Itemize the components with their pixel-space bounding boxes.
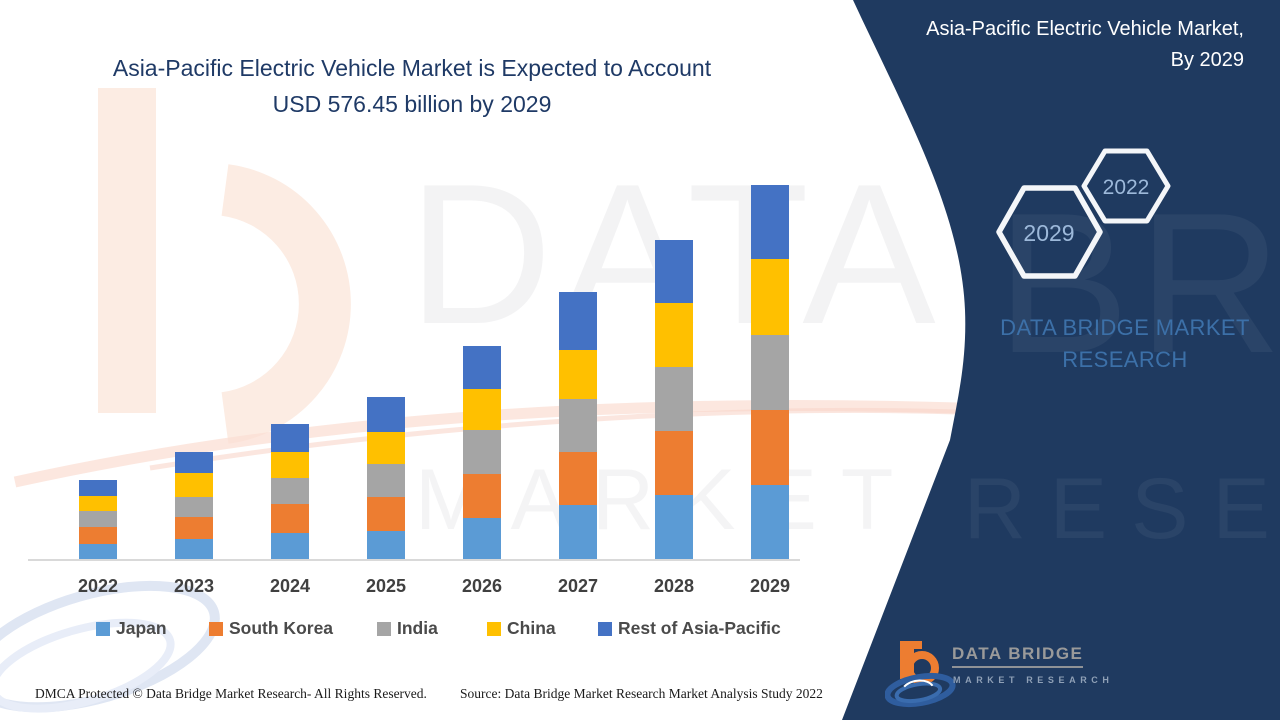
bar-segment-2026-india [463,430,501,474]
hexagon-badges [996,148,1171,279]
bar-segment-2026-rest-of-asia-pacific [463,346,501,390]
watermark-b-bowl [220,164,351,444]
side-panel-title: Asia-Pacific Electric Vehicle Market, By… [926,18,1244,71]
bar-segment-2025-india [367,463,405,497]
bar-segment-2028-india [655,366,693,431]
bar-segment-2027-japan [559,505,597,560]
page-title: Asia-Pacific Electric Vehicle Market is … [62,50,762,122]
legend-item-south-korea: South Korea [209,618,333,639]
watermark-swoosh [13,400,959,488]
legend-item-rest-of-asia-pacific: Rest of Asia-Pacific [598,618,781,639]
legend-swatch-icon [96,621,110,636]
footer-dmca-text: DMCA Protected © Data Bridge Market Rese… [35,686,427,701]
side-panel-shape [842,0,1280,720]
legend-label: Japan [116,618,167,638]
x-axis-label-2027: 2027 [557,576,599,596]
x-axis-line [28,559,800,561]
footer-source-text: Source: Data Bridge Market Research Mark… [460,686,823,701]
bar-segment-2025-rest-of-asia-pacific [367,396,405,432]
bar-segment-2025-china [367,431,405,464]
bar-segment-2027-south-korea [559,452,597,506]
bar-segment-2029-india [751,334,789,410]
legend-swatch-icon [209,621,223,636]
legend-label: China [507,618,556,638]
bar-segment-2023-india [175,497,213,517]
chart-legend: Japan South Korea India China Rest of Asia-P… [0,618,860,642]
page-title-line1: Asia-Pacific Electric Vehicle Market is … [112,55,712,81]
legend-item-india: India [377,618,438,639]
legend-label: India [397,618,438,638]
data-bridge-logo-icon [885,641,956,708]
hexagon-2022-label: 2022 [1102,176,1150,199]
legend-swatch-icon [487,621,501,636]
bar-segment-2025-south-korea [367,496,405,531]
legend-item-china: China [487,618,556,639]
bar-segment-2023-rest-of-asia-pacific [175,452,213,473]
watermark-swoosh-thin [149,407,959,471]
bar-segment-2024-india [271,477,309,504]
x-axis-label-2024: 2024 [269,576,311,596]
logo-name-text: DATA BRIDGE [952,644,1084,668]
bar-segment-2022-india [79,511,117,527]
bar-segment-2026-china [463,389,501,430]
bar-segment-2028-china [655,302,693,367]
bar-segment-2022-south-korea [79,527,117,544]
bar-segment-2025-japan [367,530,405,560]
legend-label: Rest of Asia-Pacific [618,618,781,638]
watermark-b-stem [98,88,156,413]
logo-subtitle-text: MARKET RESEARCH [953,675,1114,685]
x-axis-label-2023: 2023 [173,576,215,596]
bar-segment-2027-china [559,350,597,399]
bar-segment-2029-japan [751,484,789,560]
bar-segment-2023-south-korea [175,516,213,539]
x-axis-label-2025: 2025 [365,576,407,596]
bar-segment-2026-japan [463,517,501,560]
bar-segment-2024-rest-of-asia-pacific [271,423,309,452]
panel-brand-line2: RESEARCH [1062,347,1188,372]
legend-swatch-icon [377,621,391,636]
bar-segment-2028-south-korea [655,430,693,495]
bar-segment-2024-south-korea [271,503,309,533]
x-axis-label-2022: 2022 [77,576,119,596]
bar-segment-2028-japan [655,495,693,560]
page-title-line2: USD 576.45 billion by 2029 [272,91,552,117]
bar-segment-2028-rest-of-asia-pacific [655,240,693,303]
bar-segment-2023-china [175,473,213,498]
x-axis-label-2029: 2029 [749,576,791,596]
panel-brand-line1: DATA BRIDGE MARKET [1000,315,1250,340]
bar-segment-2026-south-korea [463,473,501,518]
bar-segment-2022-japan [79,543,117,560]
bar-segment-2023-japan [175,538,213,560]
panel-brand-text: DATA BRIDGE MARKET RESEARCH [960,312,1280,376]
legend-label: South Korea [229,618,334,638]
hexagon-2029-icon [996,185,1103,279]
bar-segment-2022-rest-of-asia-pacific [79,479,117,496]
x-axis-label-2026: 2026 [461,576,503,596]
bar-segment-2027-rest-of-asia-pacific [559,291,597,350]
bar-segment-2027-india [559,398,597,452]
legend-swatch-icon [598,621,612,636]
bar-segment-2029-rest-of-asia-pacific [751,185,789,259]
bar-segment-2024-china [271,451,309,478]
bar-segment-2024-japan [271,533,309,560]
legend-item-japan: Japan [96,618,167,639]
bar-segment-2029-south-korea [751,409,789,485]
bar-segment-2029-china [751,258,789,335]
bar-segment-2022-china [79,495,117,511]
hexagon-2022-icon [1081,148,1171,224]
x-axis-label-2028: 2028 [653,576,695,596]
watermark-swirl [0,580,220,713]
hexagon-2029-label: 2029 [1023,220,1075,246]
